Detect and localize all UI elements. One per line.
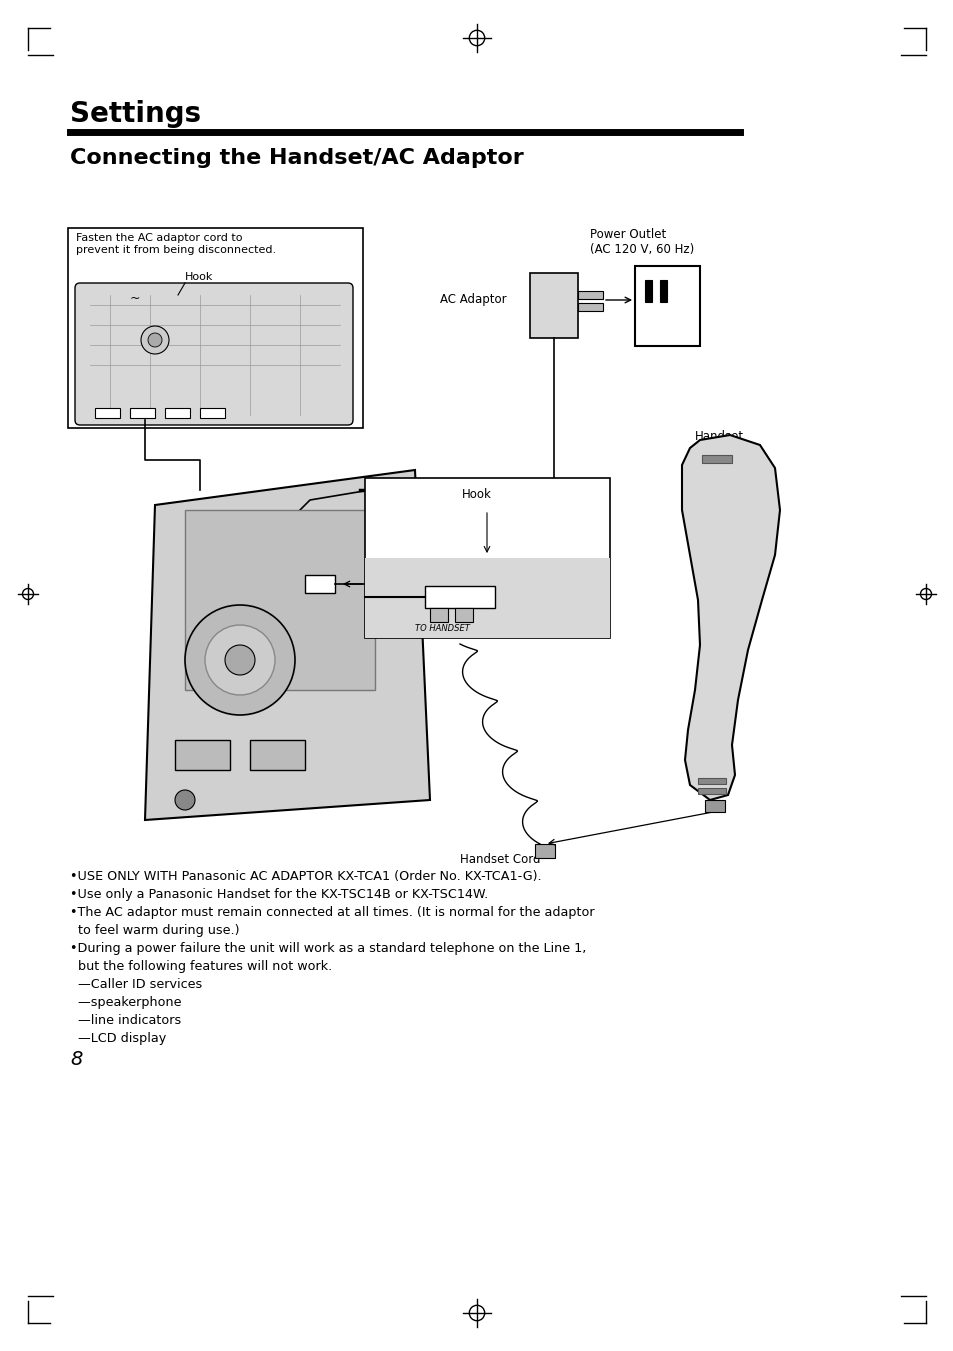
Text: Fasten the AC adaptor cord to
prevent it from being disconnected.: Fasten the AC adaptor cord to prevent it…	[76, 232, 275, 254]
Bar	[365, 478, 609, 638]
Bar	[165, 408, 190, 417]
Text: but the following features will not work.: but the following features will not work…	[70, 961, 332, 973]
Bar	[430, 608, 448, 621]
Text: Power Outlet
(AC 120 V, 60 Hz): Power Outlet (AC 120 V, 60 Hz)	[589, 228, 694, 255]
Text: Handset Cord: Handset Cord	[459, 852, 539, 866]
Circle shape	[174, 790, 194, 811]
Bar	[250, 740, 305, 770]
Circle shape	[205, 626, 274, 694]
Text: —Caller ID services: —Caller ID services	[70, 978, 202, 992]
Bar	[455, 608, 473, 621]
Bar	[659, 280, 666, 303]
Polygon shape	[681, 435, 780, 800]
Bar	[698, 788, 725, 794]
Text: Settings: Settings	[70, 100, 201, 128]
Text: Handset: Handset	[695, 430, 743, 443]
Text: •During a power failure the unit will work as a standard telephone on the Line 1: •During a power failure the unit will wo…	[70, 942, 586, 955]
Bar	[535, 844, 555, 858]
Text: Hook: Hook	[185, 272, 213, 282]
Text: Connecting the Handset/AC Adaptor: Connecting the Handset/AC Adaptor	[70, 149, 523, 168]
Bar	[530, 273, 578, 338]
Circle shape	[185, 605, 294, 715]
Bar	[635, 266, 700, 346]
Text: ~: ~	[130, 292, 140, 305]
Bar	[305, 576, 335, 593]
FancyBboxPatch shape	[75, 282, 353, 426]
Bar	[424, 586, 495, 608]
Bar	[200, 408, 225, 417]
Text: •The AC adaptor must remain connected at all times. (It is normal for the adapto: •The AC adaptor must remain connected at…	[70, 907, 594, 919]
Bar	[68, 228, 363, 428]
Bar	[644, 280, 651, 303]
Bar	[130, 408, 154, 417]
Bar	[578, 303, 602, 311]
Text: —speakerphone: —speakerphone	[70, 996, 181, 1009]
Text: AC Adaptor: AC Adaptor	[439, 293, 506, 305]
Text: —LCD display: —LCD display	[70, 1032, 166, 1046]
Bar	[365, 558, 609, 638]
Bar	[185, 509, 375, 690]
Bar	[701, 455, 731, 463]
Bar	[704, 800, 724, 812]
Text: •Use only a Panasonic Handset for the KX-TSC14B or KX-TSC14W.: •Use only a Panasonic Handset for the KX…	[70, 888, 488, 901]
Text: Hook: Hook	[461, 488, 492, 501]
Circle shape	[225, 644, 254, 676]
Bar	[174, 740, 230, 770]
Bar	[95, 408, 120, 417]
Text: •USE ONLY WITH Panasonic AC ADAPTOR KX-TCA1 (Order No. KX-TCA1-G).: •USE ONLY WITH Panasonic AC ADAPTOR KX-T…	[70, 870, 541, 884]
Text: —line indicators: —line indicators	[70, 1015, 181, 1027]
Text: to feel warm during use.): to feel warm during use.)	[70, 924, 239, 938]
Bar	[698, 778, 725, 784]
Text: TO HANDSET: TO HANDSET	[415, 624, 470, 634]
Circle shape	[141, 326, 169, 354]
Circle shape	[148, 332, 162, 347]
Text: 8: 8	[70, 1050, 82, 1069]
Bar	[578, 290, 602, 299]
Polygon shape	[145, 470, 430, 820]
